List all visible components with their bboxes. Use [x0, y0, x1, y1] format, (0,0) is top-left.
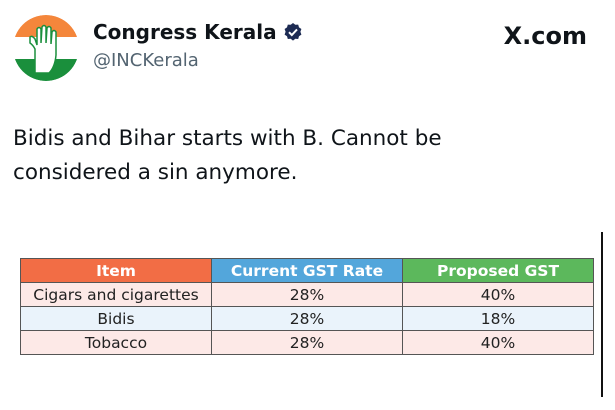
cell-proposed: 40%: [402, 282, 594, 307]
cell-current: 28%: [211, 306, 403, 331]
table-row: Bidis 28% 18%: [20, 306, 594, 331]
tweet-author: Congress Kerala @INCKerala: [93, 20, 303, 71]
cell-current: 28%: [211, 330, 403, 355]
table-row: Tobacco 28% 40%: [20, 330, 594, 355]
tweet-text: Bidis and Bihar starts with B. Cannot be…: [13, 122, 593, 190]
gst-table: Item Current GST Rate Proposed GST Cigar…: [20, 258, 594, 355]
cell-proposed: 18%: [402, 306, 594, 331]
handle[interactable]: @INCKerala: [93, 50, 199, 71]
display-name-row: Congress Kerala: [93, 20, 303, 44]
tweet-text-line: considered a sin anymore.: [13, 160, 298, 185]
header-current-gst: Current GST Rate: [211, 258, 403, 283]
table-header-row: Item Current GST Rate Proposed GST: [20, 258, 594, 283]
header-proposed-gst: Proposed GST: [402, 258, 594, 283]
avatar[interactable]: [13, 15, 79, 81]
tweet-text-line: Bidis and Bihar starts with B. Cannot be: [13, 126, 442, 151]
display-name[interactable]: Congress Kerala: [93, 20, 277, 44]
cell-item: Bidis: [20, 306, 212, 331]
cell-proposed: 40%: [402, 330, 594, 355]
x-logo[interactable]: X.com: [504, 22, 587, 50]
platform-logo-text: X.com: [503, 22, 587, 50]
congress-hand-icon: [13, 15, 79, 81]
verified-badge-icon: [284, 23, 301, 41]
cell-item: Tobacco: [20, 330, 212, 355]
divider: [601, 232, 603, 397]
cell-current: 28%: [211, 282, 403, 307]
header-item: Item: [20, 258, 212, 283]
cell-item: Cigars and cigarettes: [20, 282, 212, 307]
table-row: Cigars and cigarettes 28% 40%: [20, 282, 594, 307]
